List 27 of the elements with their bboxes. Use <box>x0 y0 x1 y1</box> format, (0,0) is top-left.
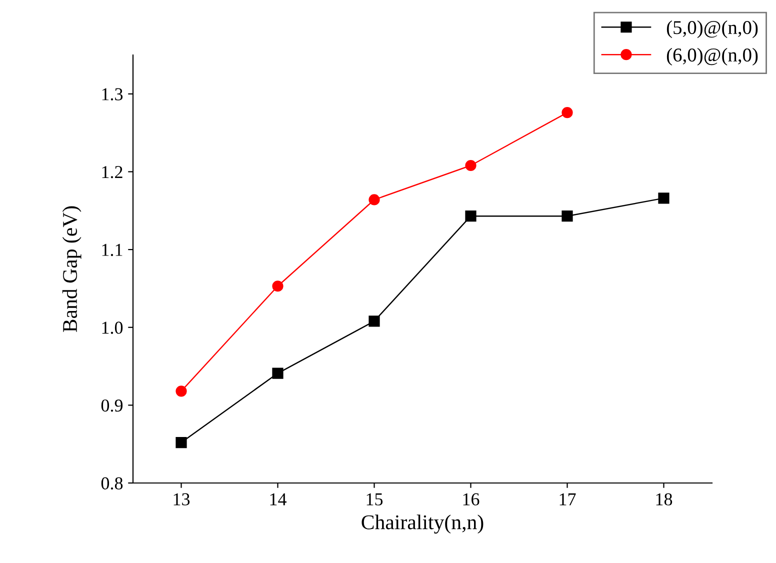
y-tick-label: 1.1 <box>102 244 122 256</box>
point <box>465 210 476 222</box>
point <box>562 107 573 118</box>
point <box>272 368 284 379</box>
x-tick-label: 16 <box>463 493 480 506</box>
x-axis-title: Chairality(n,n) <box>362 514 484 534</box>
y-axis-title: Band Gap (eV) <box>62 206 82 332</box>
point <box>562 210 573 222</box>
x-tick-label: 17 <box>560 493 576 506</box>
x-tick-label: 18 <box>656 493 672 506</box>
y-tick-label: 1.2 <box>102 166 122 178</box>
point <box>658 192 670 204</box>
y-tick-label: 0.8 <box>101 477 123 490</box>
point <box>465 160 476 172</box>
legend-label: (6,0)@(n,0) <box>666 48 758 66</box>
legend-label: (5,0)@(n,0) <box>666 20 758 38</box>
y-tick-label: 1.0 <box>102 322 123 334</box>
point <box>176 436 187 448</box>
point <box>176 386 187 397</box>
x-tick-label: 15 <box>366 493 383 506</box>
point <box>368 316 380 327</box>
x-tick-label: 14 <box>270 493 286 506</box>
y-tick-label: 0.9 <box>101 399 123 412</box>
point <box>272 280 284 292</box>
point <box>368 194 380 206</box>
y-tick-label: 1.3 <box>102 88 123 100</box>
x-tick-label: 13 <box>174 493 190 506</box>
